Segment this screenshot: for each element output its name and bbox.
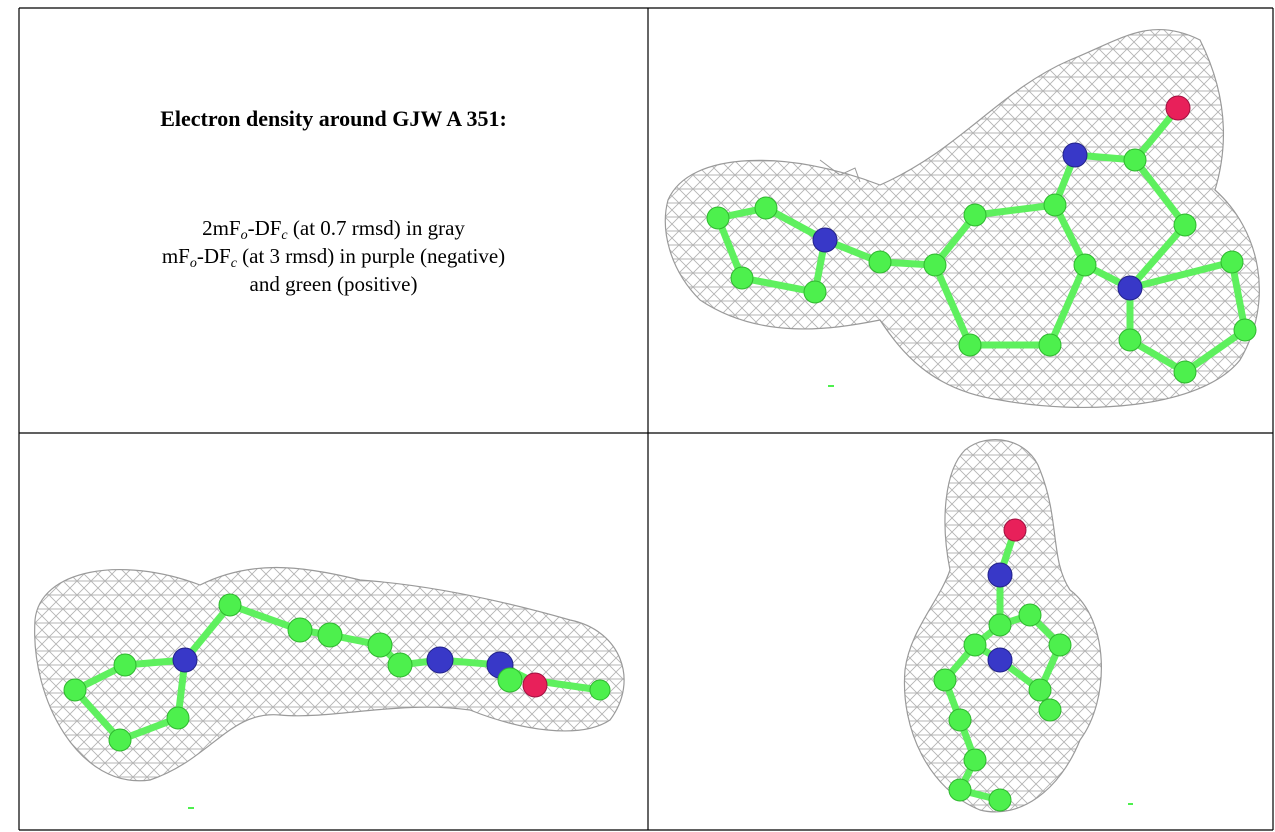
text-run: and green (positive) — [250, 272, 418, 296]
density-view-top — [665, 30, 1259, 408]
text-run: (at 3 rmsd) in purple (negative) — [237, 244, 505, 268]
caption-line: and green (positive) — [20, 270, 647, 298]
density-view-end — [904, 440, 1133, 812]
caption-line: mFo-DFc (at 3 rmsd) in purple (negative) — [20, 242, 647, 270]
density-view-side — [35, 568, 624, 809]
caption-line: 2mFo-DFc (at 0.7 rmsd) in gray — [20, 214, 647, 242]
text-run: (at 0.7 rmsd) in gray — [288, 216, 465, 240]
subscript: o — [190, 256, 197, 271]
page: Electron density around GJW A 351: 2mFo-… — [0, 0, 1275, 832]
text-run: -DF — [248, 216, 282, 240]
text-run: 2mF — [202, 216, 241, 240]
text-run: -DF — [197, 244, 231, 268]
text-run: mF — [162, 244, 190, 268]
caption-cell: Electron density around GJW A 351: 2mFo-… — [20, 10, 647, 432]
caption-title: Electron density around GJW A 351: — [20, 106, 647, 132]
subscript: o — [241, 228, 248, 243]
